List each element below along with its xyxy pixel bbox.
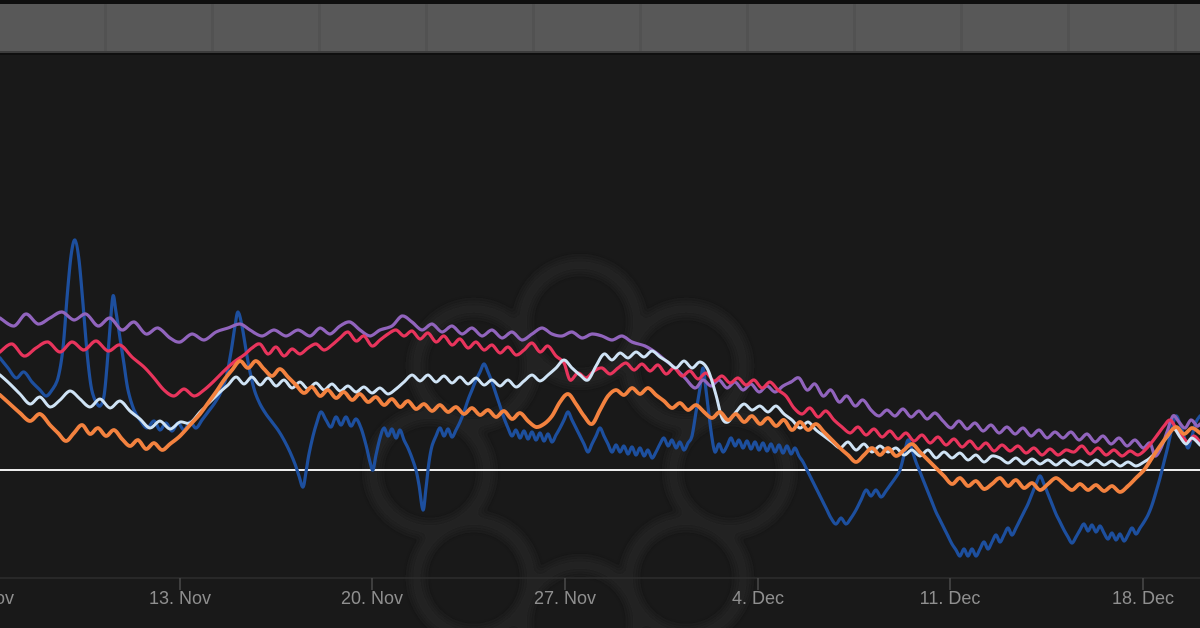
- watermark-circle: [621, 513, 751, 628]
- series-line-purple: [0, 310, 1200, 458]
- watermark-circle: [409, 301, 539, 431]
- watermark-circles-logo: [365, 257, 795, 628]
- series-line-dark-blue: [0, 238, 1200, 558]
- x-axis-label: 11. Dec: [920, 588, 981, 608]
- series-line-crimson: [0, 328, 1200, 458]
- header-strip: [0, 0, 1200, 55]
- x-axis-label: 4. Dec: [732, 588, 784, 608]
- x-axis: 6. Nov 13. Nov 20. Nov 27. Nov 4. Dec 11. Dec…: [0, 577, 1200, 608]
- watermark-circle: [665, 407, 795, 537]
- series-line-light-blue: [0, 349, 1200, 468]
- watermark-circle: [515, 557, 645, 628]
- x-axis-label: 27. Nov: [534, 588, 596, 608]
- watermark-circle: [365, 407, 495, 537]
- header-strip-inner: [0, 4, 1200, 53]
- x-axis-label: 6. Nov: [0, 588, 14, 608]
- x-axis-label: 13. Nov: [149, 588, 211, 608]
- watermark-circle: [409, 513, 539, 628]
- series-line-orange: [0, 359, 1200, 494]
- chart-series-lines: [0, 238, 1200, 558]
- x-axis-label: 18. Dec: [1112, 588, 1174, 608]
- x-axis-label: 20. Nov: [341, 588, 403, 608]
- watermark-circle: [515, 257, 645, 387]
